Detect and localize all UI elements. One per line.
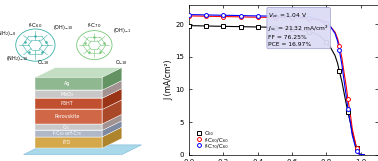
Polygon shape <box>36 89 122 98</box>
Text: (OH)$_{-1}$: (OH)$_{-1}$ <box>113 26 131 35</box>
f-C₇₀/C₆₀ <box>337 49 342 51</box>
C₆₀ <box>187 25 191 27</box>
Polygon shape <box>102 100 122 124</box>
f-C₆₀/C₆₀ <box>345 98 350 100</box>
f-C₆₀/C₆₀ <box>221 16 226 18</box>
Line: f-C₆₀/C₆₀: f-C₆₀/C₆₀ <box>187 14 358 150</box>
Legend: C₆₀, f-C₆₀/C₆₀, f-C₇₀/C₆₀: C₆₀, f-C₆₀/C₆₀, f-C₇₀/C₆₀ <box>194 130 229 149</box>
Text: f-C₆₀ orf-C₇₀: f-C₆₀ orf-C₇₀ <box>53 131 81 136</box>
C₆₀ <box>273 27 277 29</box>
Line: C₆₀: C₆₀ <box>187 24 358 150</box>
Polygon shape <box>36 121 122 130</box>
Polygon shape <box>36 100 122 109</box>
Polygon shape <box>102 80 122 98</box>
Polygon shape <box>36 130 102 137</box>
Polygon shape <box>36 80 122 90</box>
f-C₇₀/C₆₀ <box>345 108 350 110</box>
f-C₆₀/C₆₀ <box>187 15 191 17</box>
Text: C₆₀: C₆₀ <box>63 125 71 130</box>
f-C₆₀/C₆₀ <box>354 147 359 149</box>
Line: f-C₇₀/C₆₀: f-C₇₀/C₆₀ <box>187 13 358 153</box>
Polygon shape <box>102 114 122 130</box>
C₆₀ <box>221 25 226 27</box>
f-C₇₀/C₆₀ <box>307 17 311 19</box>
f-C₆₀/C₆₀ <box>290 17 294 19</box>
Y-axis label: J (mA/cm²): J (mA/cm²) <box>165 59 174 100</box>
Polygon shape <box>36 114 122 124</box>
Text: MoO₃: MoO₃ <box>60 92 73 97</box>
Polygon shape <box>36 77 102 90</box>
C₆₀ <box>345 111 350 113</box>
Polygon shape <box>36 109 102 124</box>
f-C₇₀/C₆₀ <box>187 14 191 16</box>
Polygon shape <box>102 89 122 109</box>
f-C₇₀/C₆₀ <box>290 16 294 18</box>
Text: $V_{oc}$ = 1.04 V
$J_{sc}$ = 21.32 mA/cm²
FF = 76.25%
PCE = 16.97%: $V_{oc}$ = 1.04 V $J_{sc}$ = 21.32 mA/cm… <box>268 11 329 47</box>
C₆₀ <box>354 147 359 149</box>
f-C₆₀/C₆₀ <box>256 16 260 18</box>
C₆₀ <box>290 28 294 30</box>
Text: (NH$_2$)$_{-8}$: (NH$_2$)$_{-8}$ <box>0 29 16 38</box>
f-C₆₀/C₆₀ <box>238 16 243 18</box>
Polygon shape <box>36 68 122 77</box>
Text: ITO: ITO <box>63 140 71 145</box>
Polygon shape <box>36 127 122 137</box>
f-C₇₀/C₆₀ <box>238 15 243 17</box>
Text: f-C$_{60}$: f-C$_{60}$ <box>28 21 43 30</box>
Polygon shape <box>36 98 102 109</box>
f-C₇₀/C₆₀ <box>324 22 329 24</box>
f-C₆₀/C₆₀ <box>324 23 329 25</box>
Text: (OH)$_{-10}$: (OH)$_{-10}$ <box>53 23 73 32</box>
Text: Perovskite: Perovskite <box>54 114 79 119</box>
f-C₆₀/C₆₀ <box>273 17 277 19</box>
Polygon shape <box>102 121 122 137</box>
Polygon shape <box>36 137 102 148</box>
C₆₀ <box>307 31 311 33</box>
f-C₆₀/C₆₀ <box>337 45 342 47</box>
Text: (NH$_2$)$_{-10}$: (NH$_2$)$_{-10}$ <box>6 54 29 63</box>
C₆₀ <box>256 26 260 28</box>
Polygon shape <box>36 90 102 98</box>
C₆₀ <box>204 25 208 27</box>
f-C₇₀/C₆₀ <box>273 15 277 17</box>
Text: f-C$_{70}$: f-C$_{70}$ <box>87 21 102 30</box>
Text: P3HT: P3HT <box>60 101 73 106</box>
Text: O$_{-18}$: O$_{-18}$ <box>37 58 50 67</box>
Polygon shape <box>36 124 102 130</box>
f-C₇₀/C₆₀ <box>221 14 226 16</box>
f-C₇₀/C₆₀ <box>256 15 260 17</box>
C₆₀ <box>238 26 243 28</box>
f-C₆₀/C₆₀ <box>307 18 311 20</box>
f-C₇₀/C₆₀ <box>354 150 359 152</box>
C₆₀ <box>337 70 342 72</box>
Text: Ag: Ag <box>64 81 70 86</box>
f-C₆₀/C₆₀ <box>204 15 208 17</box>
Polygon shape <box>102 127 122 148</box>
f-C₇₀/C₆₀ <box>204 14 208 16</box>
C₆₀ <box>324 41 329 43</box>
Text: O$_{-18}$: O$_{-18}$ <box>115 58 128 67</box>
Polygon shape <box>102 68 122 90</box>
Polygon shape <box>23 145 141 155</box>
